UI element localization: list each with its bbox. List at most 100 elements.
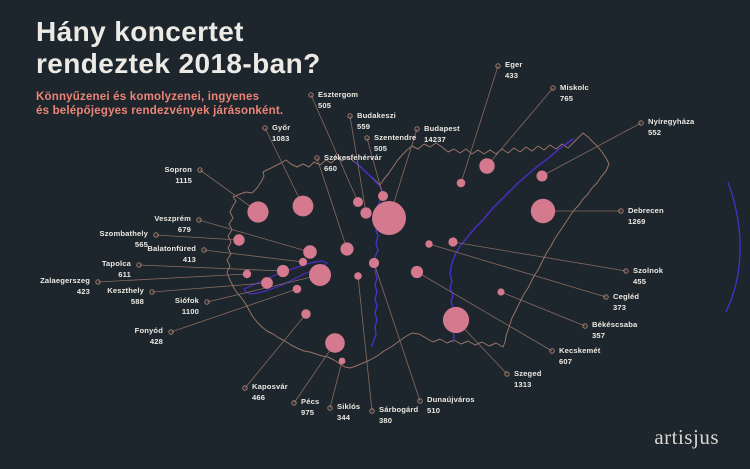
city-bubble	[497, 288, 505, 296]
label-marker-icon	[242, 385, 248, 391]
city-bubble	[242, 269, 252, 279]
connector-line	[170, 288, 298, 333]
city-value: 380	[379, 416, 392, 425]
city-bubble	[410, 265, 424, 279]
connector-line	[316, 157, 348, 250]
city-value: 344	[337, 413, 351, 422]
city-bubble	[247, 201, 269, 223]
city-bubble	[292, 195, 314, 217]
city-bubble	[479, 158, 495, 174]
label-marker-icon	[149, 289, 155, 295]
connector-line	[244, 313, 307, 389]
label-marker-icon	[327, 405, 333, 411]
connector-line	[203, 249, 304, 263]
city-name: Szombathely	[100, 229, 149, 238]
city-value: 565	[135, 240, 149, 249]
city-name: Sárbogárd	[379, 405, 419, 414]
header: Hány koncertet rendeztek 2018-ban? Könny…	[36, 16, 321, 118]
connector-line	[310, 94, 359, 203]
city-name: Budakeszi	[357, 111, 396, 120]
city-name: Szeged	[514, 369, 542, 378]
city-value: 765	[560, 94, 574, 103]
label-marker-icon	[623, 268, 629, 274]
label-marker-icon	[136, 262, 142, 268]
city-name: Balatonfüred	[147, 244, 196, 253]
hungary-outline	[226, 132, 610, 369]
city-bubble	[233, 234, 245, 246]
label-marker-icon	[638, 120, 644, 126]
label-marker-icon	[582, 323, 588, 329]
connector-line	[460, 65, 499, 184]
city-bubble	[448, 237, 458, 247]
connector-line	[97, 273, 248, 283]
page-subtitle: Könnyűzenei és komolyzenei, ingyenes és …	[36, 91, 321, 118]
city-bubble	[261, 277, 273, 289]
city-bubble	[276, 264, 290, 278]
city-value: 1100	[182, 307, 199, 316]
label-marker-icon	[347, 113, 353, 119]
page-title: Hány koncertet rendeztek 2018-ban?	[36, 16, 321, 80]
city-value: 611	[118, 270, 131, 279]
label-marker-icon	[262, 125, 268, 131]
city-value: 373	[613, 303, 626, 312]
city-name: Keszthely	[107, 286, 144, 295]
city-value: 428	[150, 337, 163, 346]
city-value: 975	[301, 408, 315, 417]
city-value: 559	[357, 122, 370, 131]
city-name: Miskolc	[560, 83, 589, 92]
city-value: 14237	[424, 135, 446, 144]
city-bubble	[536, 170, 548, 182]
city-bubble	[354, 272, 362, 280]
connector-line	[151, 282, 268, 293]
label-marker-icon	[369, 408, 375, 414]
city-name: Kaposvár	[252, 382, 288, 391]
city-name: Debrecen	[628, 206, 664, 215]
connector-line	[155, 234, 240, 241]
city-bubble	[360, 207, 372, 219]
city-name: Cegléd	[613, 292, 639, 301]
city-name: Zalaegerszeg	[40, 276, 90, 285]
city-name: Székesfehérvár	[324, 153, 382, 162]
connector-line	[452, 241, 627, 272]
city-name: Fonyód	[135, 326, 164, 335]
connector-line	[366, 137, 384, 197]
city-value: 1313	[514, 380, 532, 389]
city-bubble	[309, 264, 331, 286]
city-name: Pécs	[301, 397, 319, 406]
city-name: Nyíregyháza	[648, 117, 695, 126]
connector-line	[541, 122, 642, 177]
city-name: Békéscsaba	[592, 320, 638, 329]
city-value: 1269	[628, 217, 646, 226]
city-name: Veszprém	[154, 214, 191, 223]
label-marker-icon	[168, 329, 174, 335]
connector-line	[349, 115, 367, 214]
city-value: 510	[427, 406, 440, 415]
city-name: Esztergom	[318, 90, 358, 99]
label-marker-icon	[504, 371, 510, 377]
city-name: Szentendre	[374, 133, 416, 142]
connector-line	[486, 87, 554, 167]
city-value: 505	[374, 144, 388, 153]
city-bubble	[368, 257, 380, 269]
connector-line	[428, 243, 607, 298]
tisza-river	[449, 138, 574, 343]
city-bubble	[338, 357, 346, 365]
label-marker-icon	[314, 155, 320, 161]
artisjus-logo: artisjus	[654, 425, 719, 449]
city-bubble	[298, 257, 308, 267]
city-bubble	[530, 198, 556, 224]
label-marker-icon	[603, 294, 609, 300]
label-marker-icon	[495, 63, 501, 69]
city-bubble	[353, 197, 363, 207]
connector-line	[293, 342, 336, 404]
label-marker-icon	[204, 299, 210, 305]
label-marker-icon	[196, 217, 202, 223]
connector-line	[138, 264, 284, 272]
city-name: Tapolca	[102, 259, 132, 268]
label-marker-icon	[153, 232, 159, 238]
connector-line	[198, 219, 311, 253]
connector-line	[206, 274, 321, 303]
city-value: 607	[559, 357, 572, 366]
